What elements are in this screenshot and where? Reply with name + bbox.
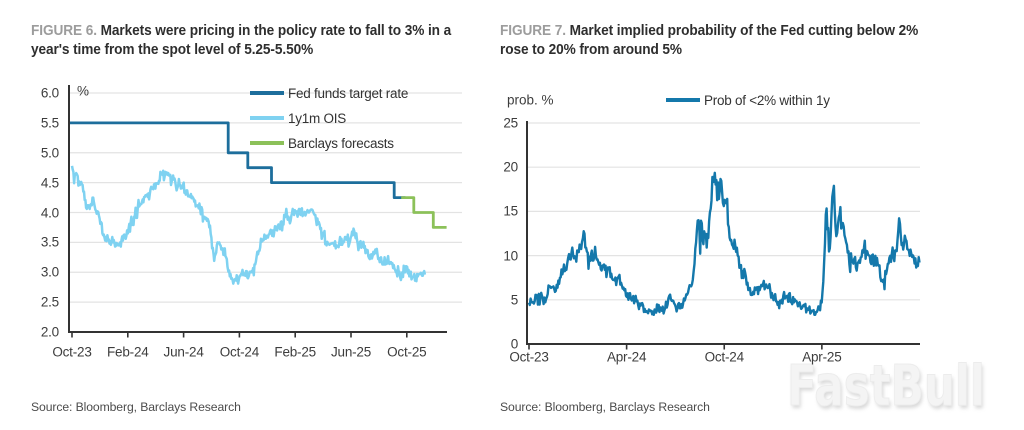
fig6-y-tick-label: 3.0 — [40, 264, 59, 280]
fig6-x-tick-label: Jun-25 — [330, 344, 372, 359]
fig6-legend-label: 1y1m OIS — [288, 110, 347, 126]
fig6-series-0 — [68, 121, 406, 200]
fig6-y-tick-label: 5.5 — [40, 115, 59, 131]
figure6-source: Source: Bloomberg, Barclays Research — [31, 400, 241, 414]
fig6-y-tick-label: 4.0 — [40, 205, 59, 220]
fig7-x-tick-label: Apr-25 — [802, 349, 842, 364]
fig7-x-tick-label: Oct-24 — [704, 349, 745, 364]
fig6-legend-swatch — [250, 141, 284, 145]
fig7-x-tick-label: Oct-23 — [509, 349, 549, 364]
fig7-y-tick-label: 25 — [503, 115, 518, 131]
fig6-x-tick-label: Oct-24 — [219, 344, 260, 359]
fig7-legend-swatch — [666, 98, 700, 102]
fig7-y-tick-label: 10 — [503, 248, 518, 264]
fig6-y-tick-label: 3.5 — [40, 234, 59, 250]
fig6-x-tick-label: Feb-25 — [274, 344, 316, 359]
fig6-legend-label: Fed funds target rate — [288, 85, 409, 101]
fig6-series-2 — [70, 165, 427, 285]
fig7-series-0 — [527, 171, 921, 316]
figure6-title-line2: year's time from the spot level of 5.25-… — [31, 41, 314, 58]
fig6-x-tick-label: Feb-24 — [107, 344, 149, 359]
figure6-title-line1: Markets were pricing in the policy rate … — [96, 22, 452, 39]
fig6-x-tick-label: Oct-25 — [387, 344, 427, 359]
fig6-series-1 — [401, 196, 447, 229]
figure6-label: FIGURE 6. — [31, 22, 97, 39]
fig7-y-tick-label: 0 — [510, 336, 519, 352]
figure7-title-line2: rose to 20% from around 5% — [500, 41, 682, 58]
fig6-legend-label: Barclays forecasts — [288, 135, 394, 151]
figure7-label: FIGURE 7. — [500, 22, 566, 39]
fig6-y-tick-label: 5.0 — [40, 145, 59, 161]
figure7-title-line1: Market implied probability of the Fed cu… — [565, 22, 919, 39]
fig6-y-tick-label: 2.5 — [40, 294, 59, 310]
fig7-y-tick-label: 15 — [503, 203, 518, 219]
fig6-y-tick-label: 4.5 — [40, 175, 59, 191]
figure7-y-axis-unit: prob. % — [507, 92, 554, 108]
figure7-source: Source: Bloomberg, Barclays Research — [500, 400, 710, 414]
fig6-legend-swatch — [250, 116, 284, 120]
figure6-y-axis-unit: % — [77, 83, 90, 99]
fig7-x-tick-label: Apr-24 — [606, 349, 647, 364]
fig6-x-tick-label: Jun-24 — [163, 344, 204, 359]
figure6-title: FIGURE 6. Markets were pricing in the po… — [31, 21, 451, 59]
fastbull-watermark: FastBull — [787, 354, 986, 420]
fig7-y-tick-label: 20 — [503, 159, 518, 175]
fig6-y-tick-label: 2.0 — [40, 324, 59, 340]
fig6-y-tick-label: 6.0 — [40, 85, 59, 101]
fig7-y-tick-label: 5 — [510, 292, 519, 308]
figure7-title: FIGURE 7. Market implied probability of … — [500, 21, 918, 59]
fig7-legend-label: Prob of <2% within 1y — [704, 92, 830, 108]
fig6-legend-swatch — [250, 91, 284, 95]
fig6-x-tick-label: Oct-23 — [52, 344, 92, 359]
